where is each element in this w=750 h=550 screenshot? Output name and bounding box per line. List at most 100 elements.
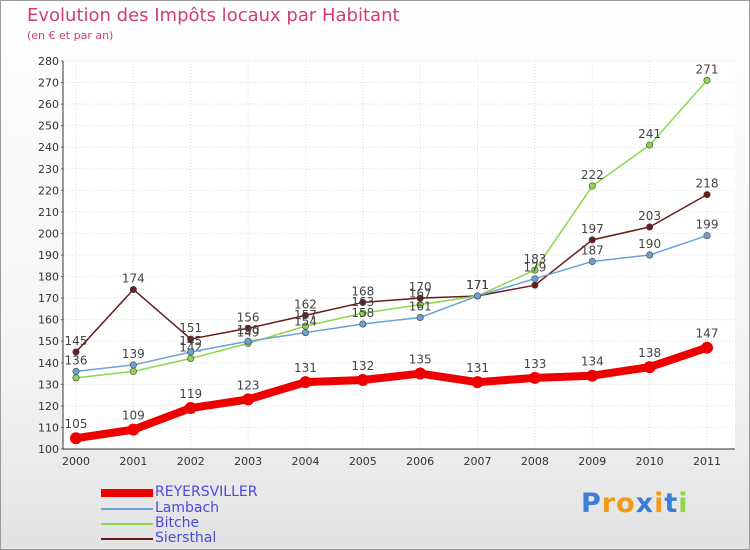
data-point-lambach <box>531 275 539 283</box>
y-tick-label: 190 <box>38 249 59 262</box>
data-label-siersthal: 218 <box>696 177 719 191</box>
data-point-reyersviller <box>414 367 427 380</box>
data-point-reyersviller <box>299 376 312 389</box>
legend-label: Bitche <box>155 515 200 531</box>
data-label-lambach: 139 <box>122 347 145 361</box>
data-point-lambach <box>588 257 596 265</box>
legend-label: Lambach <box>155 500 220 516</box>
proxiti-logo: Proxiti <box>581 488 689 519</box>
x-tick-label: 2004 <box>291 455 319 468</box>
data-point-siersthal <box>359 298 367 306</box>
data-point-bitche <box>703 76 711 84</box>
data-label-lambach: 199 <box>696 218 719 232</box>
data-label-reyersviller: 109 <box>122 409 145 423</box>
data-point-siersthal <box>588 236 596 244</box>
data-label-lambach: 150 <box>237 323 260 337</box>
data-label-siersthal: 174 <box>122 271 145 285</box>
data-label-reyersviller: 132 <box>351 359 374 373</box>
y-tick-label: 180 <box>38 271 59 284</box>
data-point-reyersviller <box>242 393 255 406</box>
data-point-lambach <box>301 329 309 337</box>
data-point-bitche <box>72 374 80 382</box>
data-point-bitche <box>646 141 654 149</box>
data-point-bitche <box>359 309 367 317</box>
data-point-lambach <box>244 337 252 345</box>
logo-letter: x <box>635 488 655 519</box>
x-tick-label: 2006 <box>406 455 434 468</box>
y-tick-label: 230 <box>38 163 59 176</box>
y-tick-label: 110 <box>38 421 59 434</box>
data-label-siersthal: 145 <box>65 334 88 348</box>
data-label-reyersviller: 105 <box>65 417 88 431</box>
data-point-reyersviller <box>701 341 713 354</box>
y-tick-label: 210 <box>38 206 59 219</box>
data-point-bitche <box>187 354 195 362</box>
data-point-siersthal <box>187 335 195 343</box>
y-tick-label: 220 <box>38 184 59 197</box>
data-point-bitche <box>531 266 539 274</box>
data-label-lambach: 161 <box>409 300 432 314</box>
data-point-lambach <box>359 320 367 328</box>
data-label-bitche: 183 <box>523 252 546 266</box>
x-tick-label: 2010 <box>636 455 664 468</box>
y-tick-label: 140 <box>38 357 59 370</box>
data-label-siersthal: 162 <box>294 297 317 311</box>
data-label-lambach: 136 <box>65 353 88 367</box>
data-label-reyersviller: 133 <box>523 357 546 371</box>
data-point-lambach <box>474 292 482 300</box>
logo-letter: i <box>678 488 689 519</box>
y-tick-label: 280 <box>38 55 59 68</box>
data-point-reyersviller <box>356 374 369 387</box>
data-label-siersthal: 197 <box>581 222 604 236</box>
x-tick-label: 2009 <box>578 455 606 468</box>
data-label-bitche: 149 <box>237 325 260 339</box>
data-point-bitche <box>416 301 424 309</box>
data-point-lambach <box>646 251 654 259</box>
x-tick-label: 2005 <box>349 455 377 468</box>
chart-subtitle: (en € et par an) <box>27 29 114 42</box>
data-label-bitche: 171 <box>466 278 489 292</box>
data-label-reyersviller: 134 <box>581 355 604 369</box>
legend-swatch <box>101 538 153 540</box>
data-label-siersthal: 203 <box>638 209 661 223</box>
x-tick-label: 2002 <box>177 455 205 468</box>
data-label-bitche: 241 <box>638 127 661 141</box>
logo-letter: P <box>581 488 602 519</box>
data-point-lambach <box>703 232 711 240</box>
data-point-reyersviller <box>70 432 82 445</box>
data-point-lambach <box>129 361 137 369</box>
data-label-reyersviller: 131 <box>294 361 317 375</box>
y-tick-label: 100 <box>38 443 59 456</box>
logo-letter: i <box>654 488 665 519</box>
data-label-lambach: 158 <box>351 306 374 320</box>
logo-letter: t <box>664 488 679 519</box>
x-tick-label: 2007 <box>464 455 492 468</box>
data-point-reyersviller <box>471 376 484 389</box>
data-label-lambach: 145 <box>179 334 202 348</box>
legend-label: Siersthal <box>155 530 217 546</box>
data-label-lambach: 154 <box>294 315 317 329</box>
data-point-reyersviller <box>643 361 656 374</box>
x-tick-label: 2000 <box>62 455 90 468</box>
data-label-bitche: 163 <box>351 295 374 309</box>
y-tick-label: 260 <box>38 98 59 111</box>
y-tick-label: 150 <box>38 335 59 348</box>
series-line-lambach <box>75 234 708 373</box>
data-point-siersthal <box>301 311 309 319</box>
data-point-siersthal <box>646 223 654 231</box>
data-label-reyersviller: 147 <box>696 327 719 341</box>
data-label-bitche: 157 <box>294 308 317 322</box>
series-line-bitche <box>75 79 708 379</box>
data-label-lambach: 187 <box>581 243 604 257</box>
data-label-lambach: 190 <box>638 237 661 251</box>
data-point-siersthal <box>72 348 80 356</box>
data-point-bitche <box>129 367 137 375</box>
y-tick-label: 270 <box>38 77 59 90</box>
series-line-reyersviller <box>72 343 711 443</box>
legend-swatch <box>101 489 153 497</box>
data-label-bitche: 167 <box>409 287 432 301</box>
data-label-siersthal: 168 <box>351 284 374 298</box>
x-tick-label: 2003 <box>234 455 262 468</box>
logo-letter: r <box>601 488 617 519</box>
